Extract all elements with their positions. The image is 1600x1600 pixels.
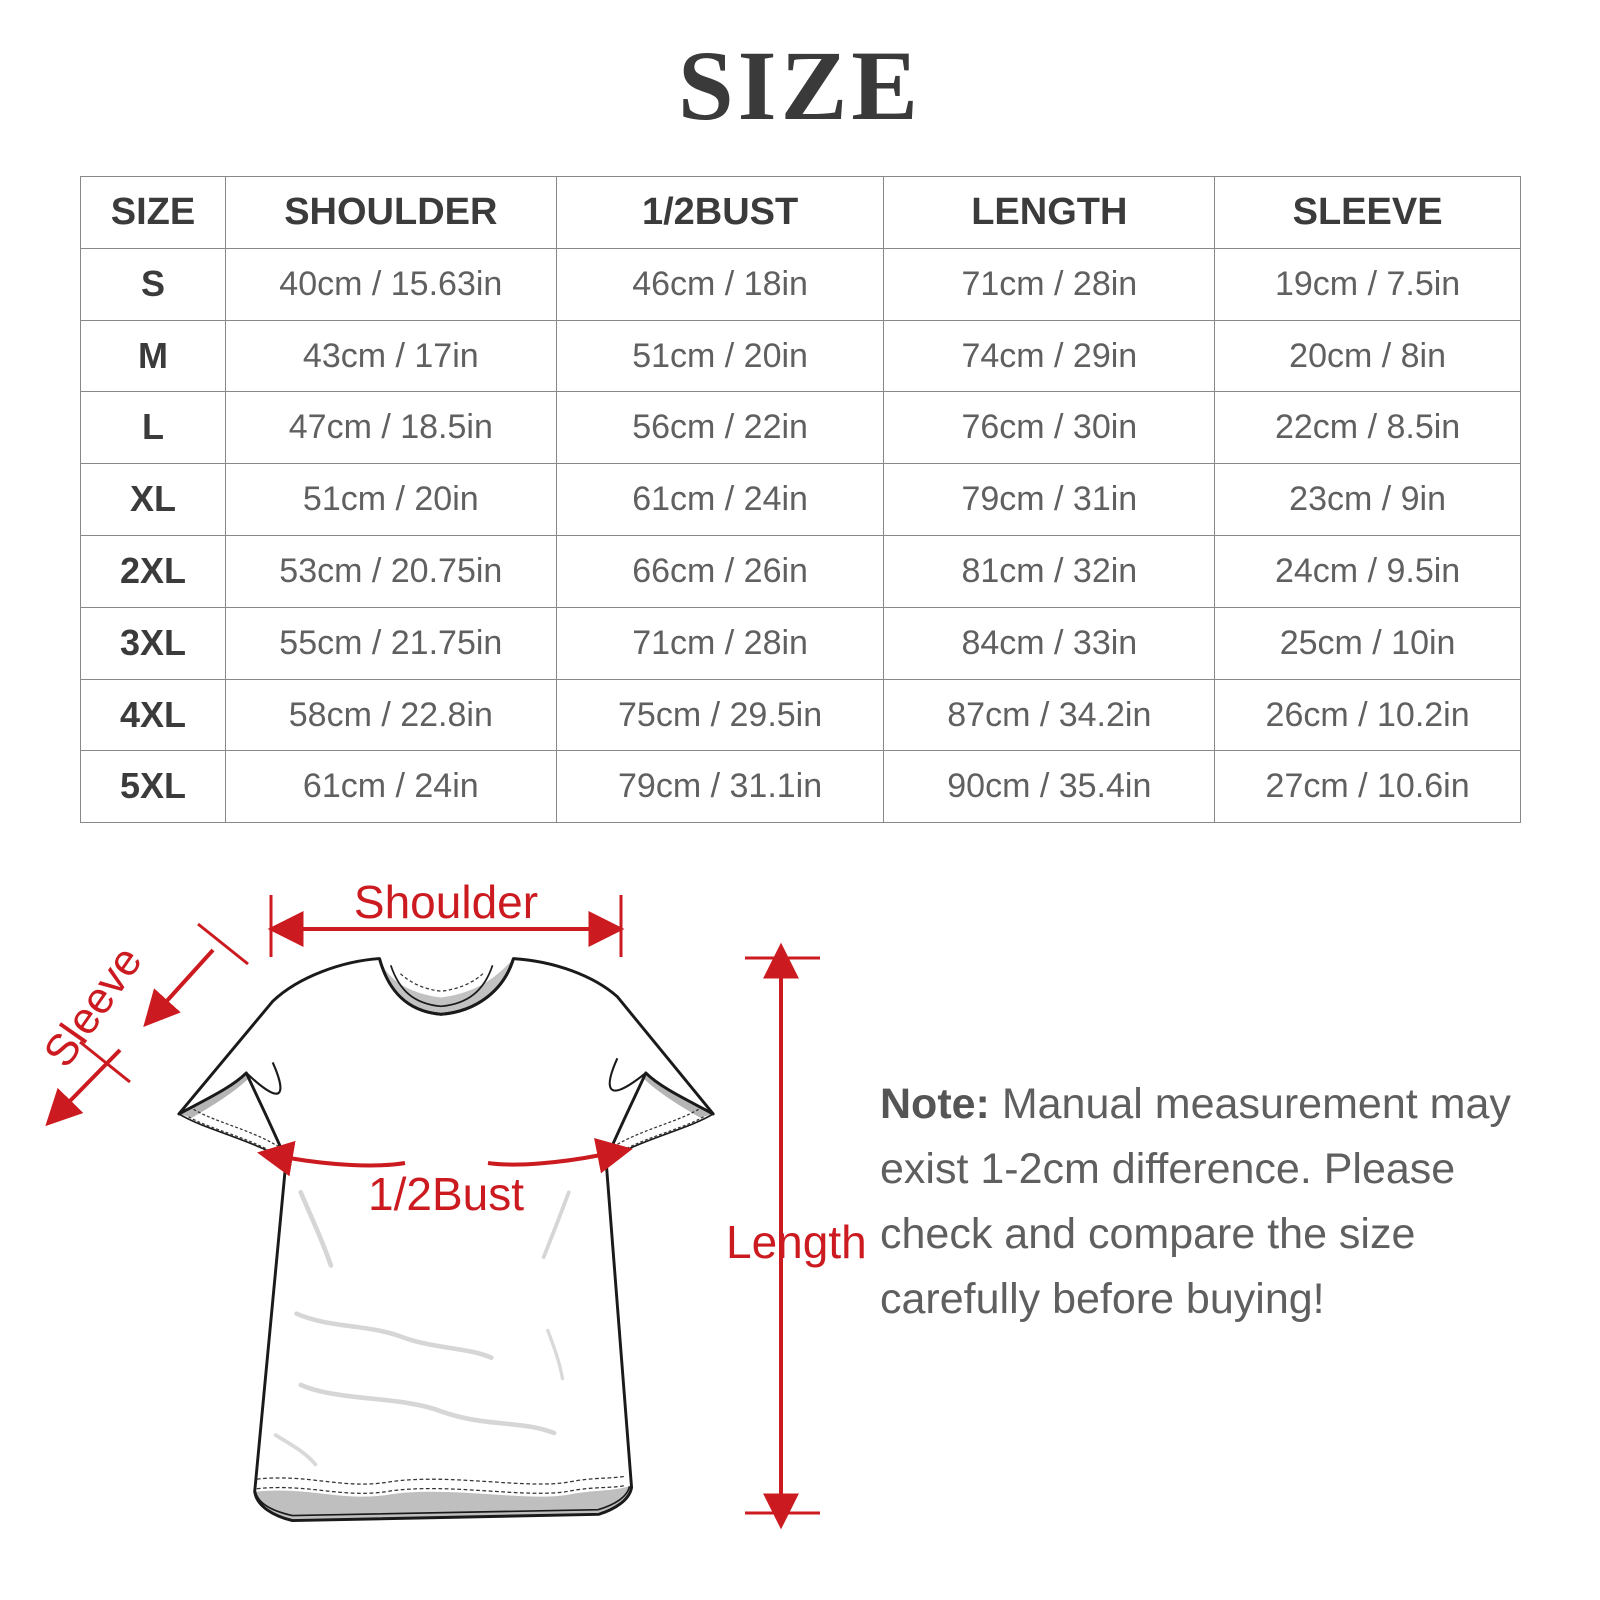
svg-text:1/2Bust: 1/2Bust [368,1168,524,1220]
svg-text:Length: Length [726,1216,867,1268]
svg-text:Shoulder: Shoulder [354,876,538,928]
svg-text:Sleeve: Sleeve [34,938,151,1076]
